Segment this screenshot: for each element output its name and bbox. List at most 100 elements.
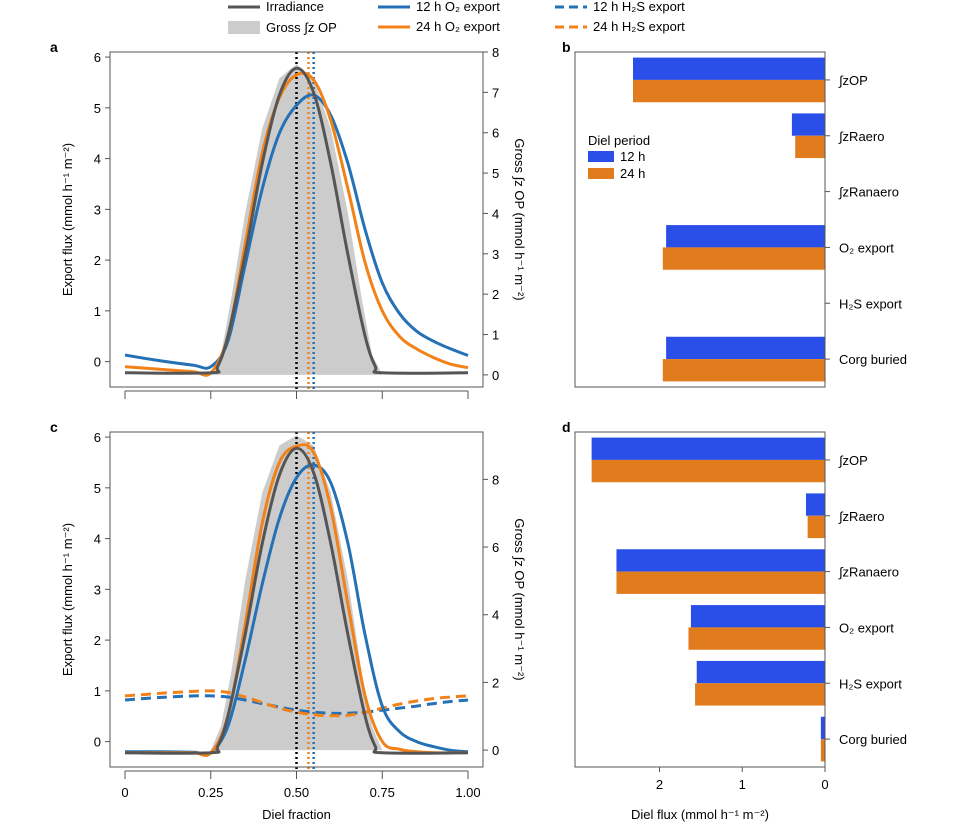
x-tick-label: 2 bbox=[656, 777, 663, 792]
y-tick-label: 1 bbox=[94, 684, 101, 699]
legend-h2s-24-label: 24 h H₂S export bbox=[593, 19, 685, 34]
x-tick-label: 0 bbox=[821, 777, 828, 792]
plot-frame bbox=[109, 431, 484, 768]
legend-gross-op-label: Gross ∫z OP bbox=[266, 20, 337, 35]
y-axis-label: Export flux (mmol h⁻¹ m⁻²) bbox=[60, 143, 75, 296]
y-tick-label: 3 bbox=[94, 582, 101, 597]
x-axis-label: Diel fraction bbox=[262, 807, 331, 822]
bar-24h bbox=[662, 359, 825, 382]
panel-b: ∫zOP ∫zRaero ∫zRanaero O₂ export H₂S export C… bbox=[574, 51, 907, 388]
x-tick-label: 1.00 bbox=[455, 785, 480, 800]
y2-tick-label: 5 bbox=[492, 166, 499, 181]
panel-d: ∫zOP ∫zRaero ∫zRanaero O₂ export H₂S export C… bbox=[574, 431, 907, 822]
x-tick-label: 0.25 bbox=[198, 785, 223, 800]
x-tick-label: 0.50 bbox=[284, 785, 309, 800]
bar-24h bbox=[591, 459, 825, 483]
category-label: O₂ export bbox=[839, 620, 894, 635]
y2-tick-label: 6 bbox=[492, 126, 499, 141]
legend-gross-op-swatch bbox=[228, 21, 260, 34]
y-tick-label: 0 bbox=[94, 355, 101, 370]
y-tick-label: 2 bbox=[94, 633, 101, 648]
y2-axis-label: Gross ∫z OP (mmol h⁻¹ m⁻²) bbox=[512, 138, 527, 300]
bar-24h bbox=[688, 627, 825, 650]
y-tick-label: 6 bbox=[94, 50, 101, 65]
gross-op-area bbox=[210, 64, 383, 375]
irradiance-line bbox=[124, 446, 469, 755]
y2-tick-label: 4 bbox=[492, 206, 499, 221]
diel-period-legend: Diel period 12 h 24 h bbox=[588, 133, 650, 181]
panel-c: 0 1 2 3 4 5 6 0 2 4 6 8 0 0.25 0.50 0.75 1.00 Export flux… bbox=[60, 430, 527, 822]
bar-24h bbox=[807, 515, 825, 539]
irradiance-line bbox=[124, 66, 469, 375]
bar-12h bbox=[805, 493, 825, 516]
bar-12h bbox=[666, 336, 825, 360]
diel-legend-24h-label: 24 h bbox=[620, 166, 645, 181]
y2-tick-label: 7 bbox=[492, 85, 499, 100]
plot-frame bbox=[109, 51, 484, 388]
bar-24h bbox=[795, 135, 825, 159]
diel-legend-12h-swatch bbox=[588, 151, 614, 162]
bar-12h bbox=[690, 605, 825, 628]
top-legend: Irradiance Gross ∫z OP 12 h O₂ export 24… bbox=[228, 0, 685, 35]
bar-12h bbox=[820, 716, 825, 740]
category-label: ∫zRaero bbox=[838, 509, 884, 524]
bar-24h bbox=[633, 79, 825, 103]
panel-d-letter: d bbox=[562, 419, 571, 435]
y2-tick-label: 4 bbox=[492, 608, 499, 623]
y-tick-label: 4 bbox=[94, 152, 101, 167]
y-tick-label: 5 bbox=[94, 101, 101, 116]
diel-period-title: Diel period bbox=[588, 133, 650, 148]
y-tick-label: 0 bbox=[94, 735, 101, 750]
bar-24h bbox=[662, 247, 825, 270]
y-tick-label: 3 bbox=[94, 202, 101, 217]
diel-legend-24h-swatch bbox=[588, 168, 614, 179]
plot-frame bbox=[574, 431, 826, 768]
y-axis-label: Export flux (mmol h⁻¹ m⁻²) bbox=[60, 523, 75, 676]
y2-axis-label: Gross ∫z OP (mmol h⁻¹ m⁻²) bbox=[512, 518, 527, 680]
category-label: H₂S export bbox=[839, 296, 902, 311]
y2-tick-label: 2 bbox=[492, 675, 499, 690]
bar-12h bbox=[791, 113, 825, 136]
bar-24h bbox=[695, 683, 825, 706]
category-label: Corg buried bbox=[839, 352, 907, 367]
category-label: Corg buried bbox=[839, 732, 907, 747]
bar-12h bbox=[666, 225, 825, 248]
diel-legend-12h-label: 12 h bbox=[620, 149, 645, 164]
panel-b-letter: b bbox=[562, 39, 571, 55]
y2-tick-label: 6 bbox=[492, 540, 499, 555]
category-label: H₂S export bbox=[839, 676, 902, 691]
y2-tick-label: 8 bbox=[492, 45, 499, 60]
legend-irradiance-label: Irradiance bbox=[266, 0, 324, 14]
x-tick-label: 0.75 bbox=[370, 785, 395, 800]
bar-24h bbox=[820, 739, 825, 762]
panel-a: 0 1 2 3 4 5 6 0 1 2 3 4 5 6 7 8 Export flux (mmol h⁻¹ m⁻… bbox=[60, 45, 527, 399]
h2s-export-24h-line bbox=[124, 689, 469, 718]
x-tick-label: 1 bbox=[739, 777, 746, 792]
legend-o2-12-label: 12 h O₂ export bbox=[416, 0, 500, 14]
bar-12h bbox=[591, 437, 825, 460]
bar-24h bbox=[616, 571, 825, 594]
category-label: ∫zRanaero bbox=[838, 185, 899, 200]
x-axis-label: Diel flux (mmol h⁻¹ m⁻²) bbox=[631, 807, 769, 822]
bar-12h bbox=[696, 660, 825, 684]
y2-tick-label: 0 bbox=[492, 368, 499, 383]
plot-frame bbox=[574, 51, 826, 388]
bar-12h bbox=[633, 57, 825, 80]
y-tick-label: 5 bbox=[94, 481, 101, 496]
y2-tick-label: 2 bbox=[492, 287, 499, 302]
y2-tick-label: 0 bbox=[492, 743, 499, 758]
y2-tick-label: 8 bbox=[492, 472, 499, 487]
legend-o2-24-label: 24 h O₂ export bbox=[416, 19, 500, 34]
panel-a-letter: a bbox=[50, 39, 58, 55]
h2s-export-12h-line bbox=[124, 694, 469, 715]
y-tick-label: 6 bbox=[94, 430, 101, 445]
bar-12h bbox=[616, 549, 825, 572]
panel-c-letter: c bbox=[50, 419, 58, 435]
legend-h2s-12-label: 12 h H₂S export bbox=[593, 0, 685, 14]
category-label: ∫zOP bbox=[838, 73, 868, 88]
y-tick-label: 1 bbox=[94, 304, 101, 319]
y-tick-label: 2 bbox=[94, 253, 101, 268]
y2-tick-label: 1 bbox=[492, 328, 499, 343]
category-label: ∫zRanaero bbox=[838, 565, 899, 580]
